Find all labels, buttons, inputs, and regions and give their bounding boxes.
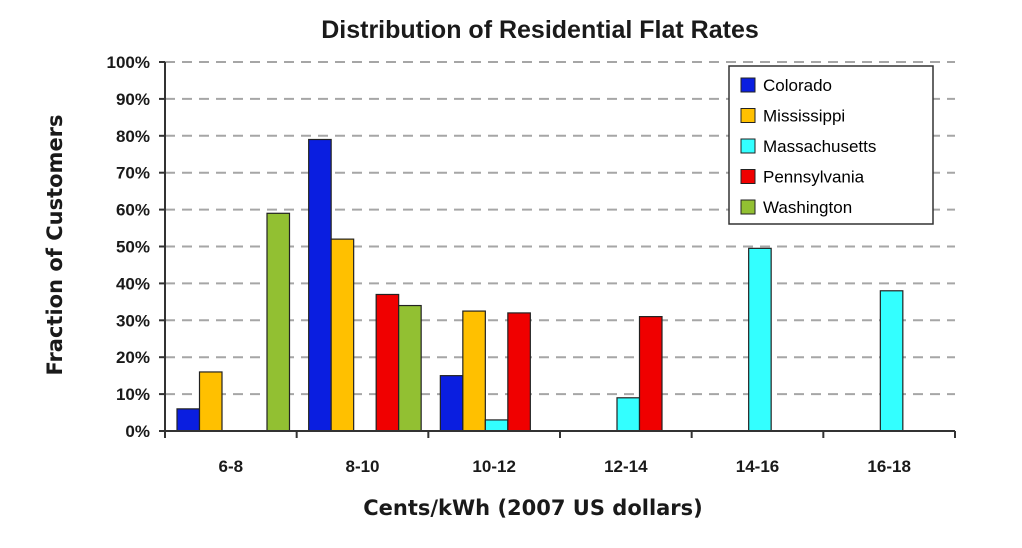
x-tick-label: 14-16 [736,457,779,476]
bar-colorado-6-8 [176,408,201,432]
bar-mississippi-8-10 [330,238,355,432]
legend-entry: Mississippi [763,107,845,126]
y-axis-label: Fraction of Customers [43,114,67,375]
x-tick-label: 8-10 [345,457,379,476]
legend-swatch [740,199,756,215]
bar-washington-8-10 [398,304,422,432]
legend-entry: Colorado [763,76,832,95]
bar-colorado-10-12 [439,375,464,432]
legend-entry: Washington [763,198,852,217]
legend-entry: Pennsylvania [763,168,865,187]
legend-swatch [740,108,756,123]
legend-swatch [740,77,756,93]
y-tick-label: 10% [116,385,150,404]
legend-swatch [740,169,756,184]
y-tick-label: 50% [116,238,150,257]
y-tick-label: 80% [116,127,150,146]
y-tick-label: 30% [116,311,150,330]
legend-entry: Massachusetts [763,137,876,156]
y-axis-ticks: 0% 10% 20% 30% 40% 50% 60% 70% 80% 90% 100% [107,53,150,441]
bar-pennsylvania-12-14 [638,316,663,432]
x-tick-label: 12-14 [604,457,648,476]
y-tick-label: 0% [125,422,150,441]
bar-pennsylvania-8-10 [375,293,400,432]
legend-swatch [740,138,756,154]
gridlines [165,61,955,396]
y-tick-label: 90% [116,90,150,109]
y-tick-label: 100% [107,53,150,72]
y-tick-label: 20% [116,348,150,367]
bar-mississippi-10-12 [462,310,486,432]
bar-mississippi-6-8 [198,371,223,432]
bar-pennsylvania-10-12 [507,312,531,432]
bar-massachusetts-16-18 [879,290,904,432]
bar-series [176,138,904,432]
legend-box [728,65,934,225]
y-tick-label: 70% [116,164,150,183]
axes [159,61,956,438]
chart-title: Distribution of Residential Flat Rates [321,16,759,44]
bar-massachusetts-10-12 [484,419,509,432]
x-axis-label: Cents/kWh (2007 US dollars) [363,496,703,520]
bar-massachusetts-12-14 [616,397,641,432]
bar-washington-6-8 [266,212,291,432]
x-tick-label: 6-8 [219,457,244,476]
legend: Colorado Mississippi Massachusetts Pennsylv… [728,65,934,225]
x-tick-label: 10-12 [472,457,515,476]
y-tick-label: 60% [116,201,150,220]
x-axis-ticks: 6-8 8-10 10-12 12-14 14-16 16-18 [219,457,911,476]
y-tick-label: 40% [116,274,150,293]
bar-colorado-8-10 [308,138,332,432]
x-tick-label: 16-18 [867,457,910,476]
bar-massachusetts-14-16 [748,247,772,432]
